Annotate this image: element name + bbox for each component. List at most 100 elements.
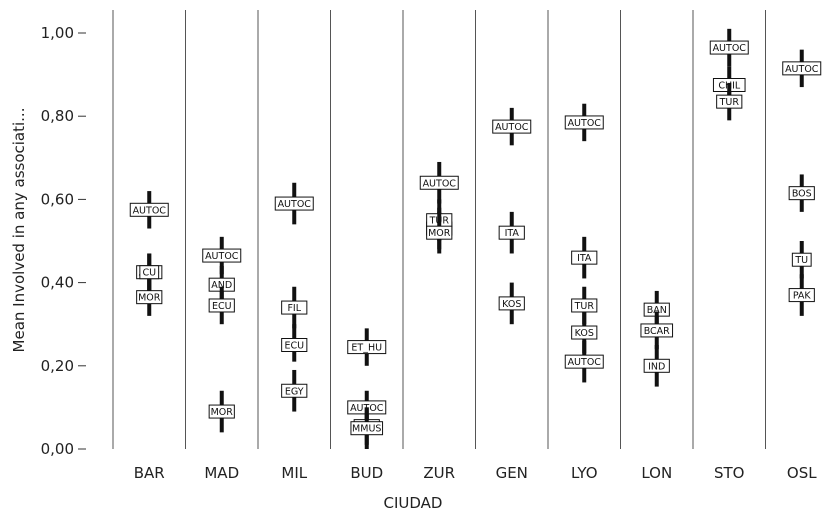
point-label: ECU — [284, 341, 304, 352]
point-label: MOR — [138, 293, 161, 304]
y-tick-label: 1,00 — [41, 24, 74, 42]
point-label: AUTOC — [568, 118, 602, 129]
x-tick-label-mad: MAD — [204, 464, 239, 482]
point-label: ITA — [577, 253, 592, 264]
data-point: AUTOC — [564, 340, 604, 383]
point-label: BOS — [792, 189, 812, 200]
y-axis: 0,00 0,20 0,40 0,60 0,80 1,00 — [41, 24, 86, 458]
data-point: ITA — [571, 236, 598, 279]
data-point: ECU — [208, 286, 235, 325]
data-point: AUTOC — [564, 103, 604, 142]
point-label: AUTOC — [495, 122, 529, 133]
point-label-box — [129, 202, 169, 217]
point-label: ITA — [505, 228, 520, 239]
data-points: AUTOCANDCUMORAUTOCANDECUMORAUTOCFILECUEG… — [129, 28, 822, 449]
point-label-box — [498, 225, 525, 240]
data-point: AUTOC — [202, 236, 242, 275]
x-tick-label-gen: GEN — [496, 464, 528, 482]
point-label-box — [564, 115, 604, 130]
point-label-box — [782, 61, 822, 76]
point-label-box — [281, 383, 308, 398]
data-point: MOR — [426, 211, 453, 254]
data-point: KOS — [498, 282, 525, 325]
data-point: ECU — [281, 324, 308, 362]
point-label: AUTOC — [423, 178, 457, 189]
x-tick-label-lon: LON — [641, 464, 672, 482]
point-label-box — [643, 358, 670, 373]
point-label: TUR — [719, 97, 740, 108]
point-label-box — [498, 296, 525, 311]
point-label: AUTOC — [205, 251, 239, 262]
point-label: AND — [211, 280, 232, 291]
point-label-box — [709, 40, 749, 55]
point-label: AUTOC — [278, 199, 312, 210]
data-point: TUR — [716, 82, 743, 121]
point-label: KOS — [502, 299, 521, 310]
point-label-box — [788, 288, 815, 303]
y-tick-label: 0,00 — [41, 440, 74, 458]
x-tick-label-osl: OSL — [787, 464, 817, 482]
data-point: AUTOC — [129, 191, 169, 229]
point-label-box — [419, 175, 459, 190]
point-label: AUTOC — [785, 64, 819, 75]
y-axis-title: Mean Involved in any associati... — [10, 108, 28, 353]
data-point: FIL — [281, 286, 308, 329]
point-label: KOS — [575, 328, 594, 339]
data-point: ITA — [498, 211, 525, 254]
x-tick-label-zur: ZUR — [423, 464, 455, 482]
category-dividers — [112, 10, 766, 449]
point-label-box — [571, 325, 598, 340]
point-label-box — [347, 340, 387, 355]
x-tick-label-lyo: LYO — [571, 464, 598, 482]
x-tick-label-sto: STO — [714, 464, 745, 482]
point-label-box — [564, 354, 604, 369]
data-point: EGY — [281, 369, 308, 412]
point-label: MOR — [428, 228, 451, 239]
point-label-box — [788, 186, 815, 201]
point-label-box — [202, 248, 242, 263]
point-label: EGY — [285, 386, 304, 397]
point-label-box — [136, 290, 163, 305]
x-tick-label-bud: BUD — [350, 464, 383, 482]
point-label: PAK — [793, 291, 812, 302]
data-point: AUTOC — [709, 28, 749, 67]
point-label-box — [426, 225, 453, 240]
data-point: AUTOC — [274, 182, 314, 225]
y-tick-label: 0,40 — [41, 274, 74, 292]
point-label-box — [281, 338, 308, 352]
data-point: BOS — [788, 174, 815, 212]
data-point: ET_HU — [347, 328, 387, 366]
point-label: TUR — [574, 301, 595, 312]
point-label: CU — [142, 268, 156, 279]
data-point: MOR — [136, 278, 163, 316]
data-point: PAK — [788, 274, 815, 316]
point-label-box — [208, 404, 235, 419]
y-tick-label: 0,60 — [41, 190, 74, 208]
point-label: ET_HU — [351, 343, 382, 354]
x-tick-label-bar: BAR — [134, 464, 165, 482]
point-label-box — [208, 298, 235, 313]
data-point: AUTOC — [782, 49, 822, 88]
y-tick-label: 0,20 — [41, 357, 74, 375]
point-label: MMUS — [352, 424, 381, 435]
point-label: BAN — [647, 305, 667, 316]
x-axis-tick-labels: BAR MAD MIL BUD ZUR GEN LYO LON STO OSL — [134, 464, 817, 482]
point-label-box — [791, 252, 812, 267]
point-label: ECU — [212, 301, 232, 312]
point-label-box — [281, 300, 308, 315]
point-label: FIL — [287, 303, 301, 314]
point-label-box — [274, 196, 314, 211]
data-point: AUTOC — [419, 161, 459, 204]
point-label: MOR — [211, 407, 234, 418]
point-label-box — [640, 323, 674, 338]
point-label: AUTOC — [133, 205, 167, 216]
data-point: BCAR — [640, 311, 674, 350]
point-label: BCAR — [644, 326, 670, 337]
data-point: BAN — [643, 290, 670, 329]
data-point: TU — [791, 241, 812, 279]
point-label-box — [716, 94, 743, 109]
data-point: MOR — [208, 390, 235, 433]
x-tick-label-mil: MIL — [281, 464, 307, 482]
data-point: AUTOC — [492, 107, 532, 146]
